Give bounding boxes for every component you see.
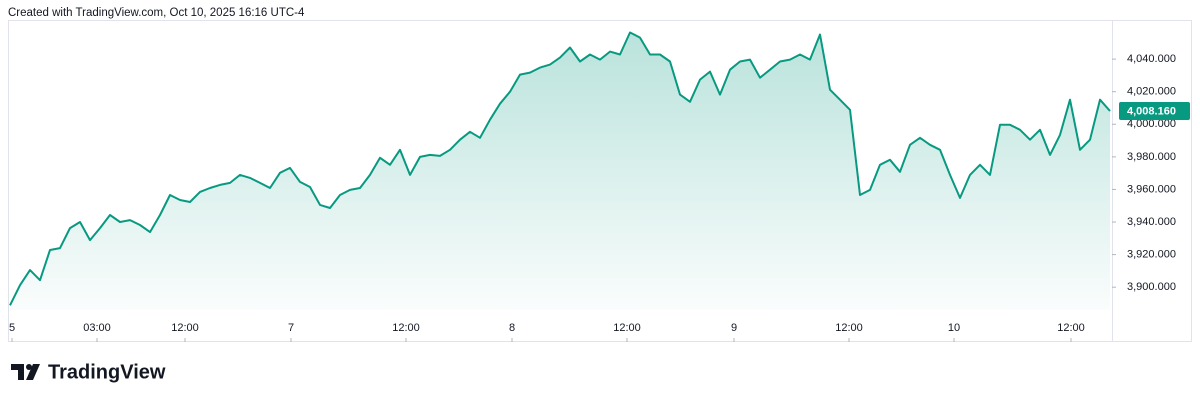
brand-logo [11, 364, 40, 380]
x-tick-label: 7 [288, 322, 294, 334]
x-tick-label: 12:00 [835, 322, 863, 334]
x-tick-label: 03:00 [83, 322, 111, 334]
x-tick-label: 5 [9, 322, 15, 334]
area-fill [10, 32, 1110, 310]
chart-frame [8, 20, 1192, 342]
x-tick-label: 12:00 [613, 322, 641, 334]
brand-name: TradingView [48, 361, 166, 383]
x-tick-label: 10 [948, 322, 960, 334]
y-tick-label: 3,960.000 [1127, 183, 1176, 195]
header-text: Created with TradingView.com, Oct 10, 20… [8, 7, 305, 19]
y-tick-label: 3,940.000 [1127, 216, 1176, 228]
y-tick-label: 3,900.000 [1127, 281, 1176, 293]
x-tick-label: 8 [509, 322, 515, 334]
x-tick-label: 12:00 [171, 322, 199, 334]
y-tick-label: 3,920.000 [1127, 249, 1176, 261]
x-tick-label: 12:00 [1057, 322, 1085, 334]
y-tick-label: 3,980.000 [1127, 151, 1176, 163]
y-tick-label: 4,020.000 [1127, 86, 1176, 98]
x-tick-label: 9 [731, 322, 737, 334]
y-tick-label: 4,000.000 [1127, 118, 1176, 130]
price-marker [1119, 101, 1190, 120]
y-tick-label: 4,040.000 [1127, 53, 1176, 65]
price-marker-label: 4,008.160 [1127, 105, 1176, 117]
price-line [9, 31, 1111, 306]
x-tick-label: 12:00 [392, 322, 420, 334]
